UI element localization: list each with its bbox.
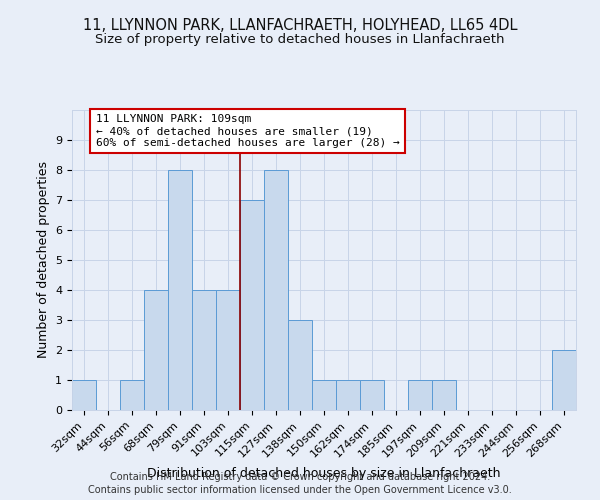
Bar [264, 170, 288, 410]
Text: Size of property relative to detached houses in Llanfachraeth: Size of property relative to detached ho… [95, 32, 505, 46]
Text: Contains HM Land Registry data © Crown copyright and database right 2024.: Contains HM Land Registry data © Crown c… [110, 472, 490, 482]
Bar [432, 380, 456, 410]
Y-axis label: Number of detached properties: Number of detached properties [37, 162, 50, 358]
Bar [552, 350, 576, 410]
Bar [360, 380, 384, 410]
Text: 11 LLYNNON PARK: 109sqm
← 40% of detached houses are smaller (19)
60% of semi-de: 11 LLYNNON PARK: 109sqm ← 40% of detache… [96, 114, 400, 148]
Bar [288, 320, 312, 410]
Text: Contains public sector information licensed under the Open Government Licence v3: Contains public sector information licen… [88, 485, 512, 495]
Bar [240, 200, 264, 410]
Bar [192, 290, 216, 410]
Bar [336, 380, 360, 410]
Bar [408, 380, 432, 410]
Text: 11, LLYNNON PARK, LLANFACHRAETH, HOLYHEAD, LL65 4DL: 11, LLYNNON PARK, LLANFACHRAETH, HOLYHEA… [83, 18, 517, 32]
Bar [144, 290, 168, 410]
Bar [216, 290, 240, 410]
X-axis label: Distribution of detached houses by size in Llanfachraeth: Distribution of detached houses by size … [147, 467, 501, 480]
Bar [72, 380, 96, 410]
Bar [312, 380, 336, 410]
Bar [120, 380, 144, 410]
Bar [168, 170, 192, 410]
